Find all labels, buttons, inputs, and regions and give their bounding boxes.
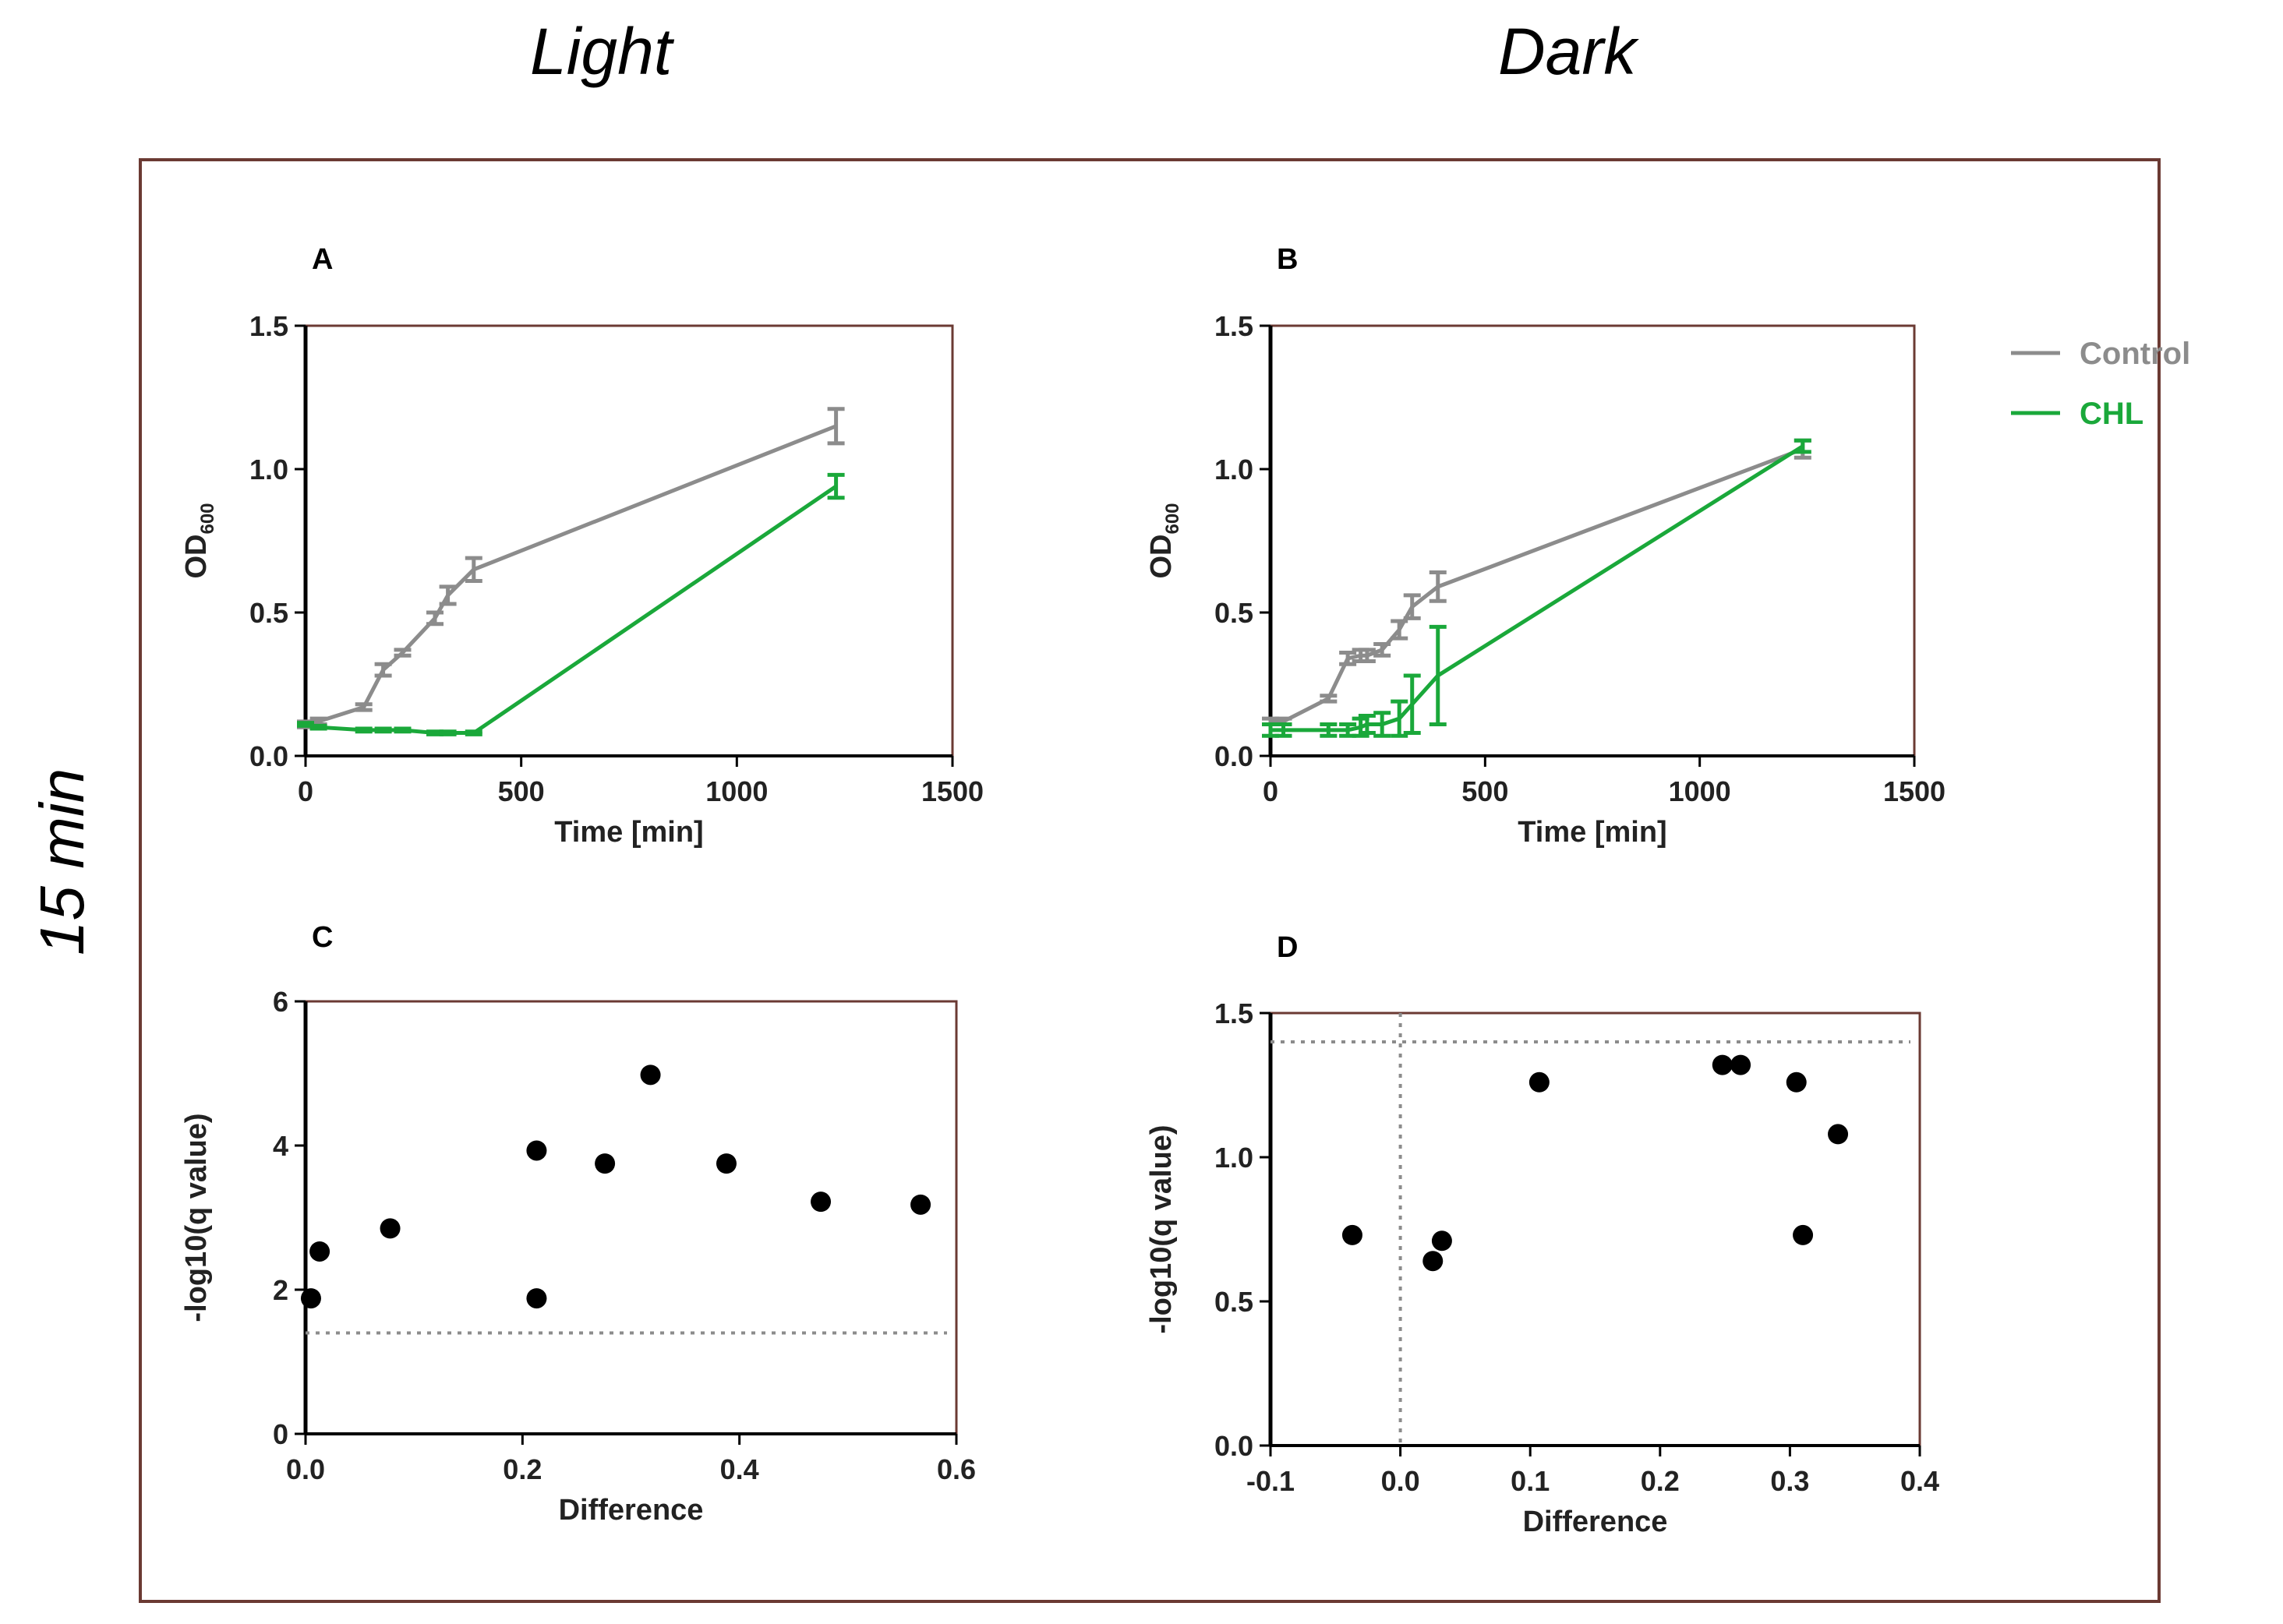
y-tick-label-c: 0 xyxy=(273,1418,288,1450)
column-title-light: Light xyxy=(530,15,673,88)
y-axis-label-c: -log10(q value) xyxy=(180,1113,213,1322)
x-tick-label-a: 500 xyxy=(498,775,545,807)
y-tick-label-a: 0.0 xyxy=(249,740,288,772)
data-point-c xyxy=(716,1153,737,1174)
data-point-d xyxy=(1828,1124,1849,1145)
x-tick-label-d: 0.1 xyxy=(1511,1465,1550,1497)
plot-frame-a xyxy=(304,324,954,757)
panel-d: D-0.1 0.0 0.1 0.2 0.3 0.40.00.51.01.5Differen… xyxy=(1145,931,1939,1538)
data-point-c xyxy=(595,1153,616,1174)
x-tick-label-c: 0.0 xyxy=(286,1453,325,1485)
y-tick-label-a: 1.5 xyxy=(249,310,288,342)
x-tick-label-b: 0 xyxy=(1263,775,1278,807)
y-axis-label-b: OD600 xyxy=(1145,503,1183,578)
data-point-d xyxy=(1422,1251,1444,1272)
panel-b: B 0 500 1000 1500 0.0 0.5 1.0 1.5 Time [min] OD600 xyxy=(1145,243,1945,849)
panel-c: C 0.0 0.2 0.4 0.6 0 2 4 6 Difference -log10(q valu… xyxy=(180,921,976,1527)
x-tick-label-d: 0.4 xyxy=(1900,1465,1939,1497)
x-axis-label-b: Time [min] xyxy=(1518,816,1666,849)
x-tick-label-a: 1500 xyxy=(921,775,984,807)
data-point-c xyxy=(309,1241,330,1262)
y-tick-label-a: 0.5 xyxy=(249,597,288,629)
y-tick-label-d: 1.5 xyxy=(1214,997,1253,1029)
x-tick-label-d: 0.0 xyxy=(1381,1465,1420,1497)
panel-label-b: B xyxy=(1277,243,1298,276)
column-title-dark: Dark xyxy=(1498,15,1637,88)
y-axis-label-d: -log10(q value) xyxy=(1145,1124,1178,1333)
data-point-c xyxy=(380,1218,401,1239)
x-tick-label-b: 500 xyxy=(1461,775,1508,807)
y-tick-label-d: 0.5 xyxy=(1214,1286,1253,1318)
y-tick-label-b: 1.0 xyxy=(1214,454,1253,485)
y-tick-label-d: 0.0 xyxy=(1214,1430,1253,1462)
y-axis-label-sub-a: 600 xyxy=(197,503,218,534)
data-point-c xyxy=(640,1064,661,1086)
plot-frame-d xyxy=(1269,1011,1921,1447)
x-tick-label-c: 0.4 xyxy=(720,1453,759,1485)
data-point-d xyxy=(1341,1224,1362,1245)
data-point-d xyxy=(1431,1230,1452,1252)
plot-frame-b xyxy=(1269,324,1916,757)
y-tick-label-b: 0.5 xyxy=(1214,597,1253,629)
x-tick-label-b: 1000 xyxy=(1669,775,1731,807)
x-tick-label-b: 1500 xyxy=(1883,775,1945,807)
y-tick-label-a: 1.0 xyxy=(249,454,288,485)
data-point-d xyxy=(1712,1054,1733,1075)
series-line-b-control xyxy=(1270,447,1804,724)
x-axis-label-d: Difference xyxy=(1523,1506,1668,1538)
data-point-c xyxy=(910,1194,931,1215)
x-tick-label-a: 1000 xyxy=(705,775,768,807)
y-tick-label-d: 1.0 xyxy=(1214,1142,1253,1174)
data-point-c xyxy=(526,1288,547,1309)
y-tick-label-c: 2 xyxy=(273,1274,288,1306)
legend: Control CHL xyxy=(2011,337,2190,431)
series-line-b-chl xyxy=(1270,444,1804,733)
figure-frame xyxy=(139,158,2161,1603)
data-point-c xyxy=(811,1192,832,1213)
x-tick-label-d: 0.2 xyxy=(1641,1465,1680,1497)
y-tick-label-b: 0.0 xyxy=(1214,740,1253,772)
y-axis-label-main-b: OD xyxy=(1145,535,1178,579)
y-tick-label-c: 6 xyxy=(273,986,288,1018)
y-tick-label-b: 1.5 xyxy=(1214,310,1253,342)
data-point-d xyxy=(1786,1071,1807,1093)
x-tick-label-d: -0.1 xyxy=(1246,1465,1295,1497)
data-point-c xyxy=(300,1288,321,1309)
panel-a: A 0 500 1000 1500 0.0 0.5 1.0 1.5 Time [min] OD600 xyxy=(180,243,984,849)
y-axis-label-main-c: -log10(q value) xyxy=(180,1113,213,1322)
data-point-d xyxy=(1528,1071,1550,1093)
data-point-c xyxy=(526,1140,547,1161)
x-tick-label-c: 0.2 xyxy=(503,1453,542,1485)
legend-label-control: Control xyxy=(2080,337,2190,371)
y-tick-label-c: 4 xyxy=(273,1130,288,1162)
y-axis-label-main-a: OD xyxy=(180,535,213,579)
data-point-d xyxy=(1730,1054,1751,1075)
x-tick-label-d: 0.3 xyxy=(1770,1465,1809,1497)
panel-label-a: A xyxy=(312,243,333,276)
y-axis-label-sub-b: 600 xyxy=(1162,503,1183,534)
plot-frame-c xyxy=(304,1000,958,1435)
y-axis-label-main-d: -log10(q value) xyxy=(1145,1124,1178,1333)
y-axis-label-a: OD600 xyxy=(180,503,218,578)
data-point-d xyxy=(1793,1224,1814,1245)
x-axis-label-c: Difference xyxy=(559,1494,704,1527)
series-line-a-chl xyxy=(305,485,838,736)
panel-label-d: D xyxy=(1277,931,1298,964)
legend-label-chl: CHL xyxy=(2080,397,2143,431)
x-tick-label-a: 0 xyxy=(298,775,313,807)
x-tick-label-c: 0.6 xyxy=(937,1453,976,1485)
panel-label-c: C xyxy=(312,921,333,954)
x-axis-label-a: Time [min] xyxy=(554,816,703,849)
series-line-a-control xyxy=(305,424,837,726)
